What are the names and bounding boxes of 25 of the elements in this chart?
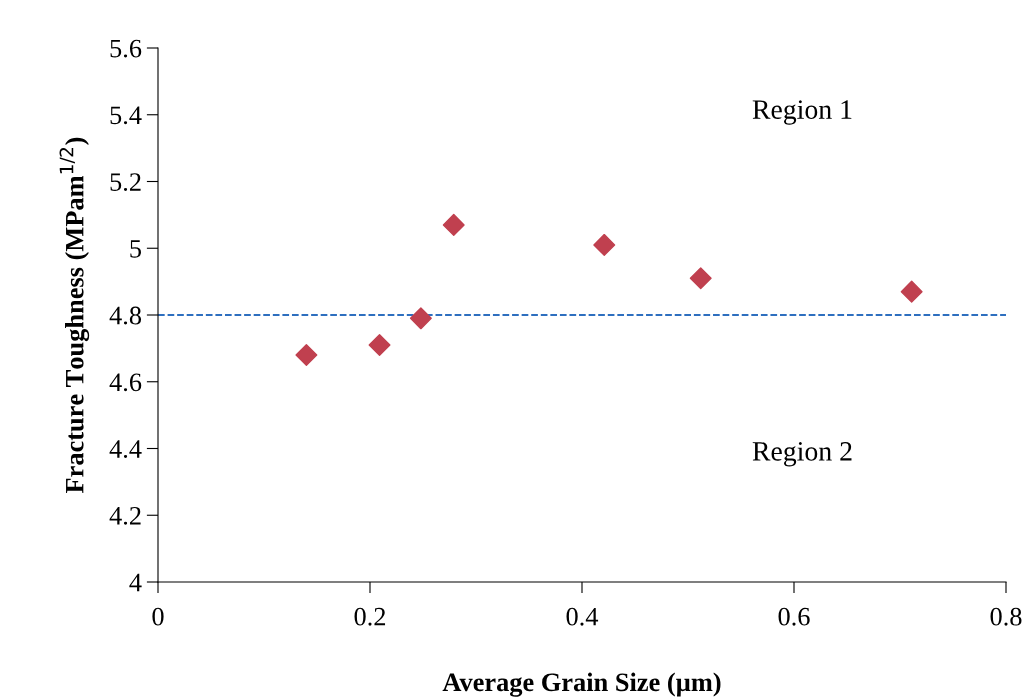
point xyxy=(295,344,318,367)
y-tick-label: 5.2 xyxy=(110,173,141,192)
x-axis-title: Average Grain Size (µm) xyxy=(442,672,721,697)
x-tick-label: 0 xyxy=(152,607,164,626)
y-tick-label: 5.6 xyxy=(110,39,142,58)
y-tick-label: 5 xyxy=(130,240,141,258)
x-tick-label: 0.6 xyxy=(778,607,810,626)
annotation: Region 2 xyxy=(752,442,852,467)
point xyxy=(900,280,923,303)
y-tick-label: 4.2 xyxy=(109,506,141,525)
y-axis-title: Fracture Toughness (MPam$^{1/2}$) xyxy=(59,137,90,494)
y-tick-label: 4 xyxy=(129,573,142,592)
point xyxy=(409,307,432,330)
y-tick-label: 4.4 xyxy=(109,440,142,459)
point xyxy=(689,267,712,290)
y-tick-label: 4.8 xyxy=(109,306,142,325)
point xyxy=(593,233,616,256)
point xyxy=(368,334,391,357)
y-tick-label: 4.6 xyxy=(109,373,142,392)
x-tick-label: 0.4 xyxy=(566,607,599,626)
y-tick-label: 5.4 xyxy=(110,106,142,125)
point xyxy=(442,213,465,236)
annotation: Region 1 xyxy=(752,100,852,125)
x-tick-label: 0.8 xyxy=(990,607,1022,626)
x-tick-label: 0.2 xyxy=(354,607,386,626)
